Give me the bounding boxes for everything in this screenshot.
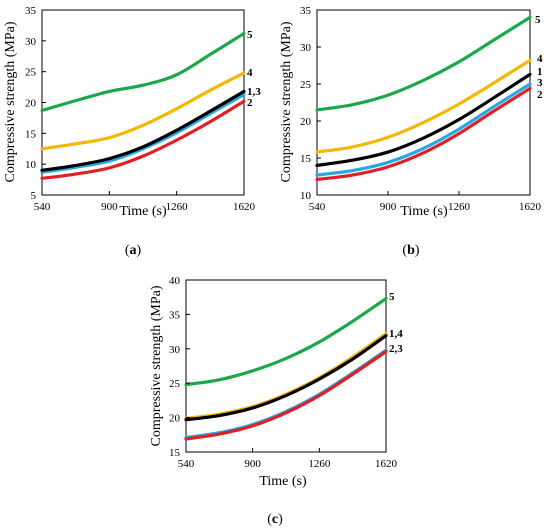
x-axis-label-b: Time (s): [400, 204, 448, 219]
end-label-b-1: 1: [537, 66, 543, 78]
x-axis-label-c: Time (s): [259, 474, 307, 489]
series-line-c-5: [184, 296, 388, 387]
end-labels-c: 5 1,4 2,3: [389, 291, 403, 355]
y-tick-label-a: 15: [25, 128, 37, 140]
series-line-a-2: [40, 99, 246, 180]
series-line-c-4: [184, 332, 388, 420]
y-tick-label-c: 20: [169, 413, 181, 425]
series-line-a-5: [40, 31, 246, 113]
x-tick-label-a: 900: [101, 201, 118, 213]
end-label-a-5: 5: [247, 29, 253, 41]
end-label-a-13: 1,3: [247, 86, 261, 98]
series-line-b-3: [315, 82, 532, 177]
y-tick-label-c: 25: [169, 378, 181, 390]
series-group-c: [184, 296, 388, 441]
series-group-b: [315, 15, 532, 182]
end-label-b-3: 3: [537, 77, 543, 89]
x-tick-label-b: 900: [380, 201, 397, 213]
y-tick-label-b: 10: [300, 190, 312, 202]
end-label-c-23: 2,3: [389, 343, 403, 355]
x-axis-label-a: Time (s): [119, 204, 167, 219]
x-tick-label-a: 1260: [166, 201, 189, 213]
y-axis-label-b: Compressive strength (MPa): [279, 21, 294, 182]
plot-area-c: [185, 279, 387, 453]
end-label-b-5: 5: [535, 14, 541, 26]
series-line-a-3: [40, 92, 246, 174]
series-line-c-2: [184, 349, 388, 441]
y-tick-label-a: 30: [25, 36, 37, 48]
end-labels-b: 5 4 1 3 2: [535, 14, 543, 101]
x-tick-label-c: 1260: [308, 458, 331, 470]
series-line-b-1: [315, 72, 532, 167]
y-tick-label-b: 15: [300, 153, 312, 165]
y-tick-label-b: 20: [300, 116, 312, 128]
end-label-a-4: 4: [247, 67, 253, 79]
x-tick-label-c: 900: [244, 458, 261, 470]
y-tick-label-c: 30: [169, 344, 181, 356]
series-line-b-5: [315, 15, 532, 112]
series-group-a: [40, 31, 246, 180]
x-tick-label-b: 1620: [519, 201, 542, 213]
end-label-c-14: 1,4: [389, 328, 403, 340]
x-tick-label-c: 540: [178, 458, 195, 470]
y-tick-label-c: 15: [169, 447, 181, 459]
panel-label-c: (c): [267, 512, 283, 527]
y-tick-label-b: 30: [300, 42, 312, 54]
series-line-c-1: [184, 334, 388, 422]
y-tick-label-c: 40: [169, 275, 181, 287]
end-labels-a: 5 4 1,3 2: [247, 29, 261, 109]
y-tick-label-a: 35: [25, 5, 37, 17]
chart-c: 540 900 1260 1620 15 20 25 30 35 40 Time (s) Comp…: [149, 275, 403, 527]
panel-label-a: (a): [125, 243, 142, 258]
y-tick-label-b: 25: [300, 79, 312, 91]
y-tick-label-c: 35: [169, 309, 181, 321]
y-tick-label-a: 5: [31, 190, 37, 202]
end-label-a-2: 2: [247, 97, 253, 109]
end-label-b-2: 2: [537, 89, 543, 101]
x-tick-label-a: 540: [34, 201, 51, 213]
series-line-b-4: [315, 58, 532, 154]
x-tick-label-a: 1620: [233, 201, 256, 213]
y-tick-label-b: 35: [300, 5, 312, 17]
x-tick-label-b: 540: [309, 201, 326, 213]
series-line-a-1: [40, 89, 246, 172]
y-axis-label-a: Compressive strength (MPa): [3, 21, 18, 182]
series-line-b-2: [315, 86, 532, 182]
plot-area-b: [316, 9, 531, 196]
end-label-b-4: 4: [537, 53, 543, 65]
ticks-group-c: 540 900 1260 1620 15 20 25 30 35 40: [169, 275, 398, 470]
panel-label-b: (b): [402, 243, 419, 258]
series-line-a-4: [40, 71, 246, 151]
y-axis-label-c: Compressive strength (MPa): [149, 285, 164, 446]
y-tick-label-a: 25: [25, 67, 37, 79]
x-tick-label-c: 1620: [375, 458, 398, 470]
y-tick-label-a: 20: [25, 98, 37, 110]
x-tick-label-b: 1260: [448, 201, 471, 213]
end-label-c-5: 5: [389, 291, 395, 303]
y-tick-label-a: 10: [25, 159, 37, 171]
